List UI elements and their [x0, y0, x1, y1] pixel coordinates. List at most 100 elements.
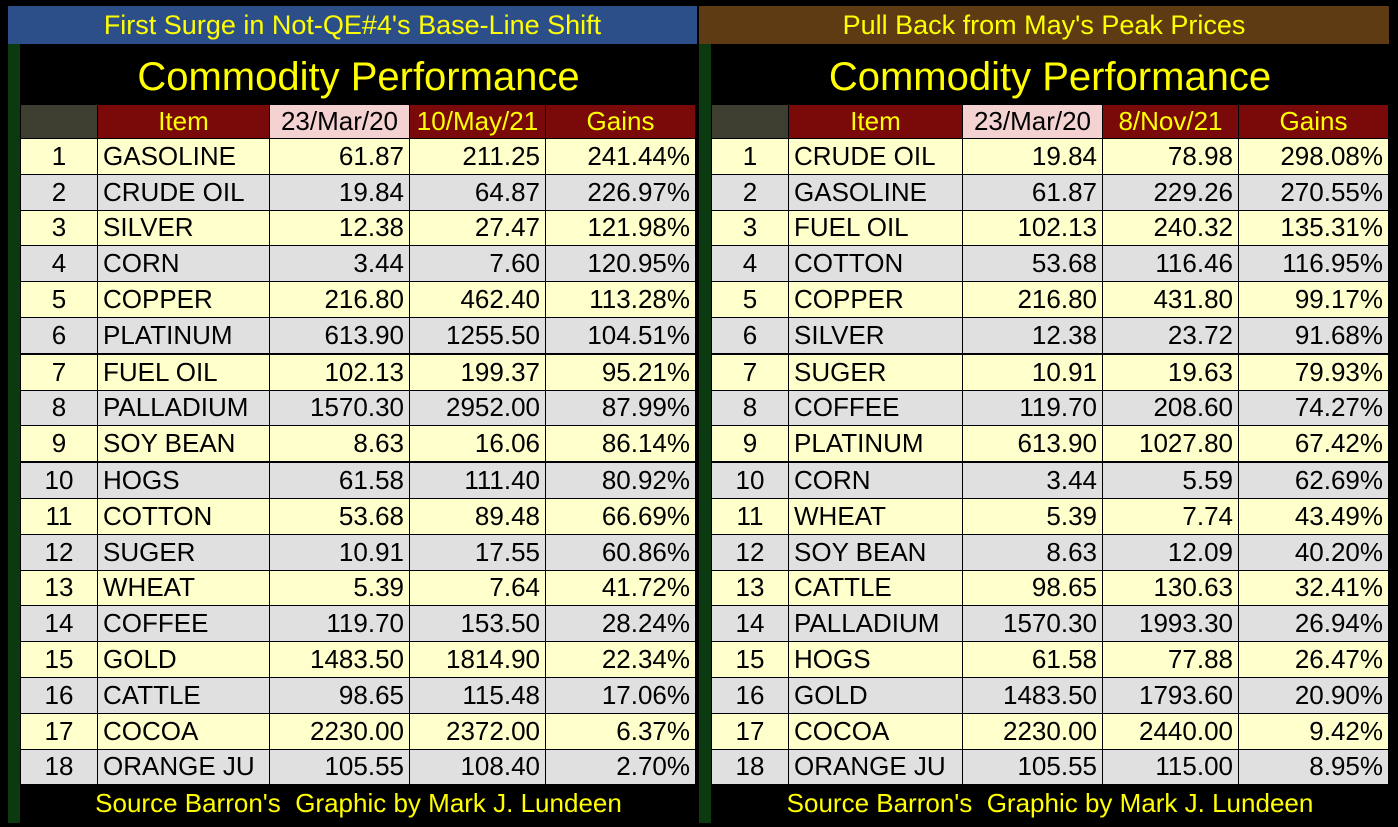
source-credit: Source Barron's Graphic by Mark J. Lunde… [95, 787, 622, 818]
cell-end-price: 23.72 [1102, 316, 1239, 355]
cell-item: COPPER [788, 281, 963, 318]
cell-gain: 28.24% [545, 605, 696, 643]
cell-start-price: 216.80 [962, 281, 1103, 318]
table-row: 18 ORANGE JU 105.55 115.00 8.95% [711, 748, 1389, 786]
table-row: 4 COTTON 53.68 116.46 116.95% [711, 245, 1389, 283]
cell-rank: 9 [20, 425, 98, 463]
cell-rank: 4 [20, 245, 98, 283]
cell-gain: 67.42% [1238, 425, 1389, 463]
cell-start-price: 12.38 [962, 316, 1103, 355]
cell-rank: 12 [711, 533, 789, 571]
cell-rank: 3 [20, 209, 98, 247]
table-row: 2 GASOLINE 61.87 229.26 270.55% [711, 173, 1389, 211]
cell-start-price: 98.65 [269, 676, 410, 714]
cell-gain: 66.69% [545, 497, 696, 535]
cell-item: PALLADIUM [97, 389, 270, 427]
cell-item: FUEL OIL [788, 209, 963, 247]
cell-start-price: 61.58 [962, 641, 1103, 678]
cell-rank: 17 [711, 712, 789, 750]
cell-start-price: 3.44 [269, 245, 410, 283]
cell-gain: 41.72% [545, 569, 696, 607]
cell-start-price: 1570.30 [962, 605, 1103, 643]
table-row: 16 CATTLE 98.65 115.48 17.06% [20, 676, 696, 714]
cell-start-price: 8.63 [962, 533, 1103, 571]
cell-gain: 20.90% [1238, 676, 1389, 714]
cell-gain: 60.86% [545, 533, 696, 571]
cell-start-price: 10.91 [962, 352, 1103, 391]
cell-item: COPPER [97, 281, 270, 318]
cell-item: SOY BEAN [788, 533, 963, 571]
cell-gain: 120.95% [545, 245, 696, 283]
cell-start-price: 613.90 [269, 316, 410, 355]
cell-item: COTTON [788, 245, 963, 283]
cell-rank: 2 [711, 173, 789, 211]
cell-rank: 16 [20, 676, 98, 714]
cell-start-price: 119.70 [962, 389, 1103, 427]
cell-gain: 8.95% [1238, 748, 1389, 786]
cell-end-price: 111.40 [409, 461, 546, 499]
cell-start-price: 61.58 [269, 461, 410, 499]
cell-item: CRUDE OIL [97, 173, 270, 211]
cell-item: CATTLE [97, 676, 270, 714]
cell-end-price: 116.46 [1102, 245, 1239, 283]
cell-start-price: 61.87 [962, 173, 1103, 211]
cell-rank: 1 [711, 138, 789, 175]
table-row: 12 SUGER 10.91 17.55 60.86% [20, 533, 696, 571]
cell-rank: 1 [20, 138, 98, 175]
cell-start-price: 1483.50 [962, 676, 1103, 714]
cell-gain: 95.21% [545, 352, 696, 391]
table-row: 15 HOGS 61.58 77.88 26.47% [711, 641, 1389, 678]
cell-item: GOLD [97, 641, 270, 678]
cell-start-price: 105.55 [962, 748, 1103, 786]
table-row: 7 FUEL OIL 102.13 199.37 95.21% [20, 352, 696, 391]
cell-end-price: 2440.00 [1102, 712, 1239, 750]
table-row: 6 SILVER 12.38 23.72 91.68% [711, 316, 1389, 355]
cell-start-price: 216.80 [269, 281, 410, 318]
table-row: 6 PLATINUM 613.90 1255.50 104.51% [20, 316, 696, 355]
cell-start-price: 12.38 [269, 209, 410, 247]
table-row: 9 SOY BEAN 8.63 16.06 86.14% [20, 425, 696, 463]
table-row: 3 SILVER 12.38 27.47 121.98% [20, 209, 696, 247]
cell-item: PLATINUM [788, 425, 963, 463]
cell-item: COTTON [97, 497, 270, 535]
cell-item: SUGER [97, 533, 270, 571]
cell-rank: 2 [20, 173, 98, 211]
header-row: Item 23/Mar/20 8/Nov/21 Gains [711, 104, 1389, 139]
header-item: Item [788, 104, 963, 139]
table-row: 14 COFFEE 119.70 153.50 28.24% [20, 605, 696, 643]
cell-item: COCOA [788, 712, 963, 750]
header-item: Item [97, 104, 270, 139]
table-row: 17 COCOA 2230.00 2440.00 9.42% [711, 712, 1389, 750]
cell-start-price: 19.84 [269, 173, 410, 211]
cell-item: GOLD [788, 676, 963, 714]
table-row: 1 CRUDE OIL 19.84 78.98 298.08% [711, 138, 1389, 175]
header-gains: Gains [1238, 104, 1389, 139]
cell-start-price: 53.68 [269, 497, 410, 535]
cell-end-price: 77.88 [1102, 641, 1239, 678]
cell-item: CORN [788, 461, 963, 499]
cell-rank: 7 [711, 352, 789, 391]
cell-end-price: 7.74 [1102, 497, 1239, 535]
table-row: 15 GOLD 1483.50 1814.90 22.34% [20, 641, 696, 678]
panel-left: Commodity Performance Item 23/Mar/20 10/… [8, 44, 697, 823]
panel-title: Commodity Performance [828, 55, 1272, 99]
cell-rank: 8 [20, 389, 98, 427]
table-row: 10 CORN 3.44 5.59 62.69% [711, 461, 1389, 499]
cell-gain: 74.27% [1238, 389, 1389, 427]
cell-start-price: 8.63 [269, 425, 410, 463]
table-row: 8 PALLADIUM 1570.30 2952.00 87.99% [20, 389, 696, 427]
cell-gain: 87.99% [545, 389, 696, 427]
cell-rank: 12 [20, 533, 98, 571]
cell-gain: 241.44% [545, 138, 696, 175]
cell-rank: 7 [20, 352, 98, 391]
cell-end-price: 240.32 [1102, 209, 1239, 247]
cell-rank: 10 [711, 461, 789, 499]
table-row: 16 GOLD 1483.50 1793.60 20.90% [711, 676, 1389, 714]
cell-start-price: 5.39 [269, 569, 410, 607]
cell-gain: 80.92% [545, 461, 696, 499]
cell-item: GASOLINE [788, 173, 963, 211]
cell-item: CATTLE [788, 569, 963, 607]
cell-gain: 62.69% [1238, 461, 1389, 499]
cell-end-price: 229.26 [1102, 173, 1239, 211]
cell-end-price: 1793.60 [1102, 676, 1239, 714]
